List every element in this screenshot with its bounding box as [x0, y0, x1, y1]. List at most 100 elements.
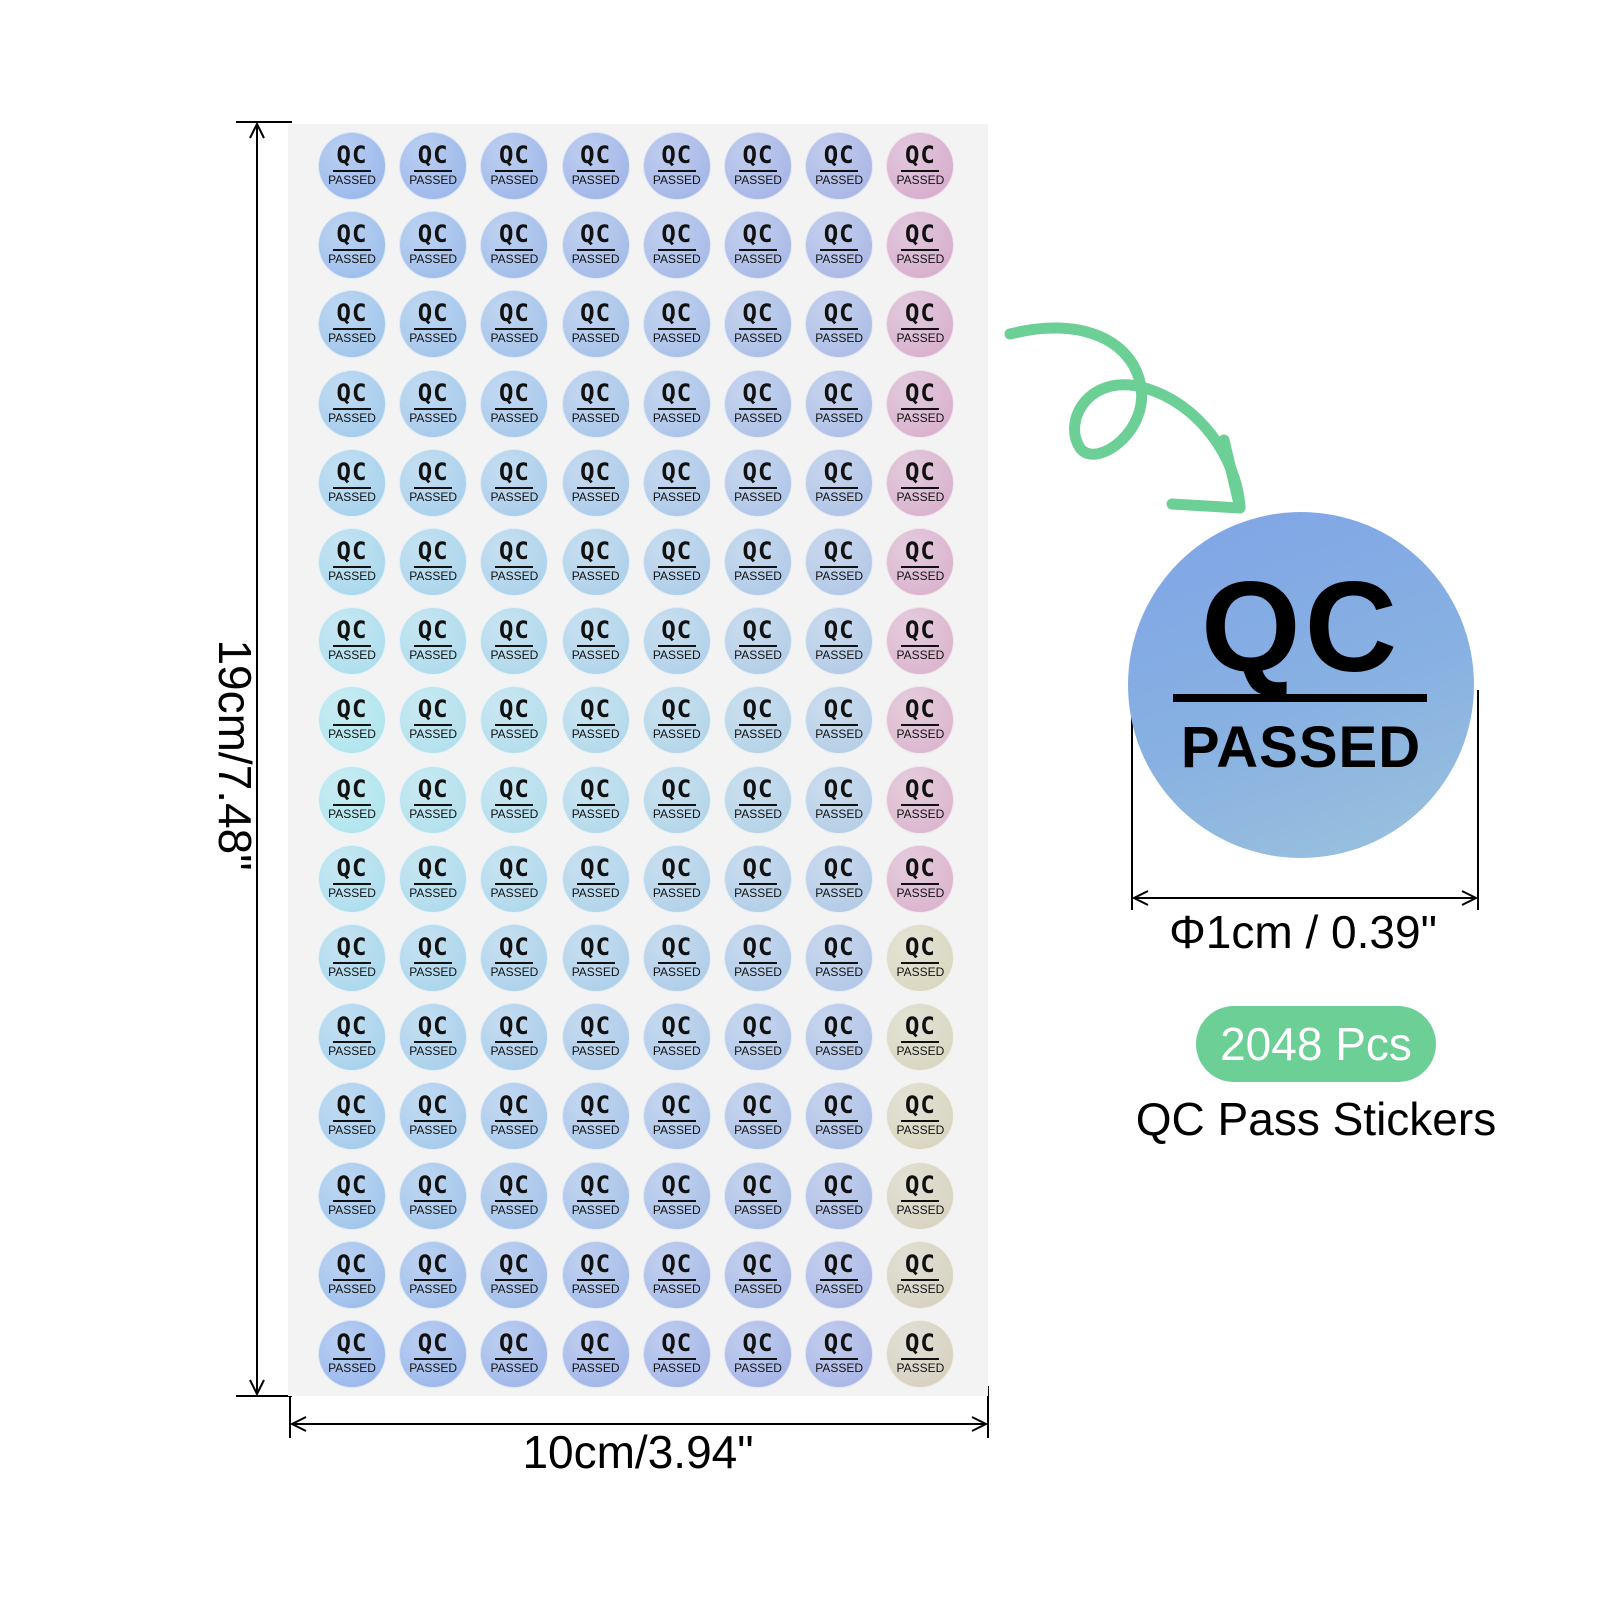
sticker: QC PASSED [886, 1161, 955, 1230]
sticker-passed: PASSED [409, 489, 458, 504]
sticker-passed: PASSED [328, 410, 376, 425]
sticker-qc: QC [580, 616, 612, 645]
sticker-rule [820, 566, 859, 568]
sticker: QC PASSED [561, 1161, 630, 1230]
sticker: QC PASSED [480, 1240, 549, 1309]
sticker-passed: PASSED [490, 648, 539, 663]
sticker-qc: QC [661, 933, 693, 961]
sticker-rule [576, 249, 615, 252]
sticker-qc: QC [417, 853, 449, 882]
sticker-rule [495, 486, 534, 489]
sticker: QC PASSED [399, 607, 468, 676]
sticker-passed: PASSED [409, 1361, 458, 1375]
sticker-closeup-passed: PASSED [1180, 715, 1422, 780]
sticker-passed: PASSED [571, 489, 620, 504]
sticker-qc: QC [904, 853, 936, 882]
sticker-passed: PASSED [734, 331, 782, 346]
sticker-passed: PASSED [490, 806, 539, 821]
sticker: QC PASSED [399, 924, 468, 992]
sticker-qc: QC [417, 1249, 449, 1278]
sticker: QC PASSED [805, 1003, 874, 1072]
sticker-rule [657, 962, 696, 964]
sticker-passed: PASSED [734, 252, 782, 267]
sticker-passed: PASSED [571, 1202, 620, 1217]
sticker-qc: QC [417, 1170, 449, 1199]
sticker-qc: QC [742, 1170, 774, 1199]
sticker-rule [495, 1041, 534, 1044]
sticker: QC PASSED [399, 1082, 468, 1151]
sticker-rule [576, 645, 615, 648]
sticker-rule [739, 1278, 777, 1281]
sticker-passed: PASSED [734, 410, 782, 425]
sticker-qc: QC [823, 457, 855, 486]
sticker-passed: PASSED [815, 885, 864, 900]
sticker-qc: QC [823, 1249, 855, 1278]
sticker-qc: QC [742, 220, 774, 249]
sticker-qc: QC [904, 378, 936, 407]
sticker: QC PASSED [399, 1161, 468, 1230]
sticker-rule [576, 1041, 615, 1044]
sticker: QC PASSED [805, 924, 874, 992]
sticker-rule [414, 724, 453, 727]
sticker-passed: PASSED [734, 1202, 782, 1217]
sticker: QC PASSED [724, 132, 792, 200]
sticker: QC PASSED [805, 369, 874, 438]
sticker: QC PASSED [399, 765, 468, 834]
sticker-rule [333, 249, 371, 252]
sticker-qc: QC [661, 299, 693, 328]
sticker-rule [576, 407, 615, 410]
sticker-rule [333, 407, 371, 410]
sticker-passed: PASSED [652, 252, 701, 267]
sticker-rule [495, 803, 534, 806]
sticker-rule [333, 1120, 371, 1123]
sticker-qc: QC [417, 220, 449, 249]
sticker-rule [414, 1358, 453, 1360]
sticker: QC PASSED [480, 1082, 549, 1151]
sticker-qc: QC [498, 1012, 530, 1041]
sticker: QC PASSED [480, 844, 549, 913]
sticker-rule [901, 170, 940, 172]
sticker-passed: PASSED [896, 965, 945, 979]
sticker-passed: PASSED [815, 1281, 864, 1296]
sticker-passed: PASSED [734, 885, 782, 900]
sticker-rule [901, 1120, 940, 1123]
sticker-passed: PASSED [571, 806, 620, 821]
sticker-rule [657, 486, 696, 489]
sticker-qc: QC [580, 1012, 612, 1041]
sticker-qc: QC [742, 1249, 774, 1278]
sticker-passed: PASSED [896, 648, 945, 663]
sticker-qc: QC [661, 141, 693, 169]
sticker: QC PASSED [642, 1320, 711, 1388]
sticker: QC PASSED [642, 1003, 711, 1072]
sticker: QC PASSED [724, 1320, 792, 1388]
sticker-passed: PASSED [490, 1202, 539, 1217]
sticker: QC PASSED [318, 1003, 386, 1072]
sticker-qc: QC [904, 933, 936, 961]
sticker-qc: QC [498, 537, 530, 565]
sticker-passed: PASSED [571, 1044, 620, 1059]
width-arrow-left [289, 1416, 307, 1432]
sticker-qc: QC [498, 933, 530, 961]
sticker-rule [576, 882, 615, 885]
sticker-rule [820, 962, 859, 964]
sticker-rule [495, 882, 534, 885]
sticker: QC PASSED [318, 844, 386, 913]
sticker-rule [495, 645, 534, 648]
sticker-passed: PASSED [571, 885, 620, 900]
sticker-passed: PASSED [652, 410, 701, 425]
sticker-passed: PASSED [409, 648, 458, 663]
sticker-qc: QC [336, 616, 368, 645]
sticker: QC PASSED [480, 1003, 549, 1072]
sticker: QC PASSED [480, 924, 549, 992]
sticker-rule [333, 1358, 371, 1360]
sticker-qc: QC [742, 853, 774, 882]
sticker-rule [820, 645, 859, 648]
sticker: QC PASSED [886, 1082, 955, 1151]
sticker-rule [820, 1199, 859, 1202]
sticker-passed: PASSED [815, 1123, 864, 1138]
sticker-rule [901, 645, 940, 648]
sticker-qc: QC [661, 378, 693, 407]
sticker-rule [657, 170, 696, 172]
sticker-passed: PASSED [896, 569, 945, 583]
sticker: QC PASSED [805, 132, 874, 200]
